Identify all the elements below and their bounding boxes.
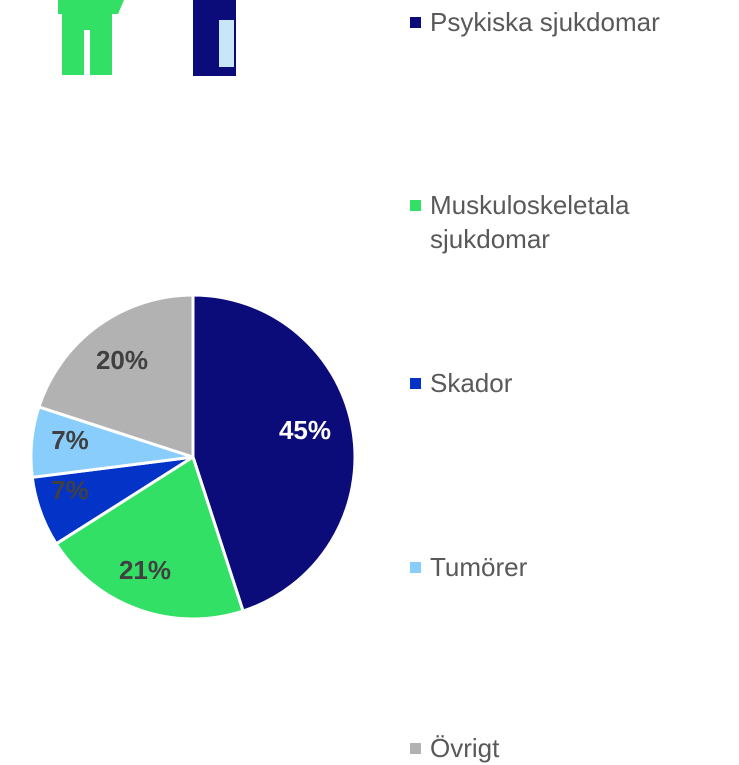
legend-item: Tumörer <box>410 550 730 584</box>
legend-item: Skador <box>410 366 730 400</box>
legend-label: Muskuloskeletala sjukdomar <box>430 190 630 254</box>
legend-label: Övrigt <box>430 733 500 763</box>
data-label: 7% <box>51 425 89 455</box>
icon-female <box>58 0 124 75</box>
data-label: 21% <box>119 555 171 585</box>
pie: 45% 21% 7% 7% 20% <box>29 293 357 621</box>
legend-swatch <box>410 743 421 754</box>
legend-label: Psykiska sjukdomar <box>430 7 660 37</box>
legend-swatch <box>410 562 421 573</box>
legend-item: Muskuloskeletala sjukdomar <box>410 188 670 256</box>
icons <box>58 0 236 76</box>
icon-male-fill <box>219 20 234 67</box>
data-label: 20% <box>96 345 148 375</box>
legend-label: Tumörer <box>430 552 528 582</box>
pie-slice <box>37 293 195 460</box>
pie-slice <box>191 293 357 613</box>
data-label: 45% <box>279 415 331 445</box>
legend-swatch <box>410 200 421 211</box>
legend-label: Skador <box>430 368 513 398</box>
legend-swatch <box>410 17 421 28</box>
data-label: 7% <box>51 475 89 505</box>
legend-item: Psykiska sjukdomar <box>410 5 730 39</box>
legend-swatch <box>410 378 421 389</box>
pie-slice <box>54 454 245 621</box>
legend-item: Övrigt <box>410 731 730 765</box>
